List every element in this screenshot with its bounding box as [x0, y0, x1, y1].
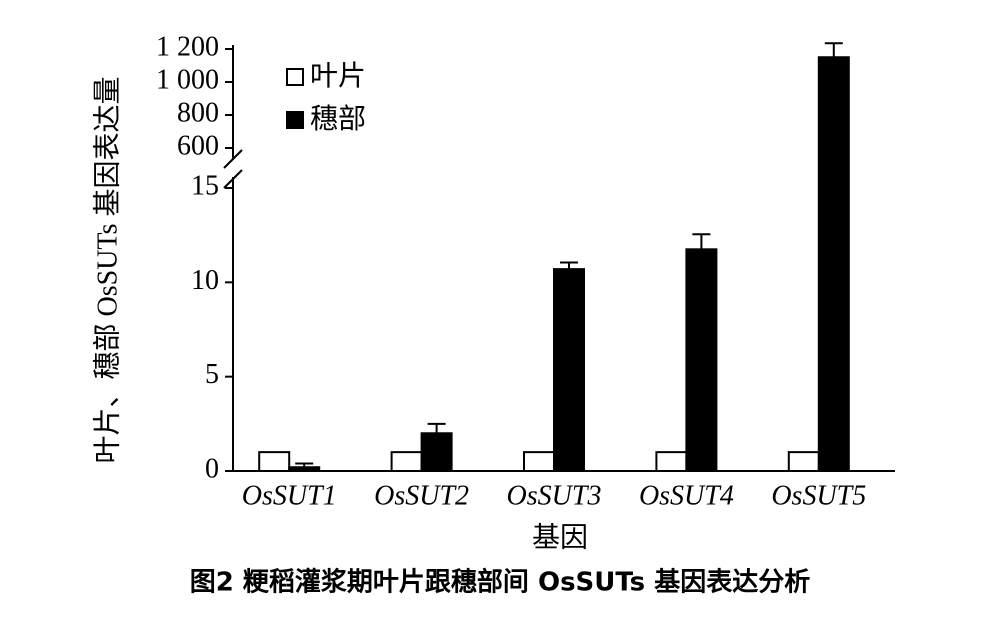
x-tick-label: OsSUT2: [374, 480, 469, 511]
y-tick-label: 1 200: [156, 31, 219, 62]
x-tick-label: OsSUT4: [639, 480, 734, 511]
legend-label: 叶片: [310, 59, 366, 92]
y-tick-label: 1 000: [156, 64, 219, 95]
bar: [258, 451, 291, 472]
bar: [420, 432, 453, 472]
bar: [288, 466, 321, 472]
bar: [553, 268, 585, 473]
bar: [787, 451, 820, 472]
bar: [390, 451, 423, 472]
y-tick-label: 600: [177, 130, 219, 161]
y-tick-label: 5: [205, 359, 219, 390]
y-tick-label: 15: [191, 170, 219, 201]
axis-break: [223, 169, 243, 189]
bar: [655, 451, 688, 472]
y-tick-label: 10: [191, 265, 219, 296]
error-bar: [427, 422, 446, 434]
y-tick-label: 0: [205, 453, 219, 484]
x-tick-label: OsSUT1: [242, 480, 337, 511]
y-tick-label: 800: [177, 97, 219, 128]
legend-label: 穗部: [310, 102, 366, 135]
caption: 图2 粳稻灌浆期叶片跟穗部间 OsSUTs 基因表达分析: [190, 567, 810, 598]
error-bar: [692, 233, 711, 250]
axis-break: [223, 149, 243, 169]
error-bar: [560, 261, 578, 270]
bar: [685, 248, 718, 472]
bar: [817, 56, 850, 472]
legend-swatch: [286, 68, 304, 86]
error-bar: [295, 462, 314, 468]
y-axis-label: 叶片、穗部 OsSUTs 基因表达量: [91, 77, 123, 464]
error-bar: [824, 42, 843, 58]
bar: [523, 451, 555, 472]
x-axis-label: 基因: [532, 521, 588, 553]
x-tick-label: OsSUT5: [771, 480, 866, 511]
x-tick-label: OsSUT3: [507, 480, 602, 511]
legend-swatch: [286, 111, 304, 129]
